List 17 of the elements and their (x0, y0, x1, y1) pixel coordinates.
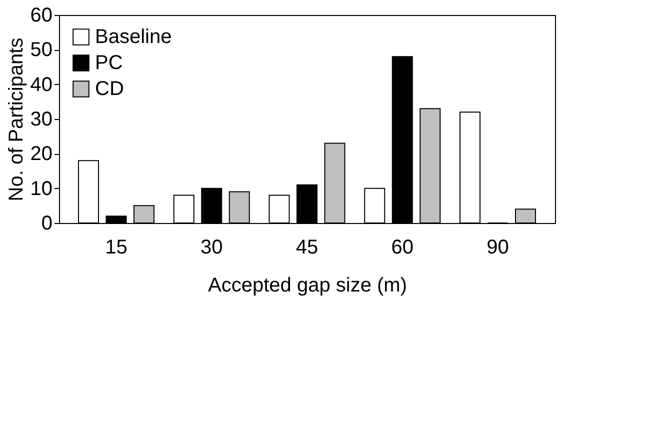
x-tick-label: 30 (200, 236, 223, 258)
y-tick-label: 0 (41, 212, 52, 234)
y-tick-label: 10 (30, 178, 52, 200)
legend-label: CD (95, 78, 124, 100)
y-axis-title: No. of Participants (5, 38, 28, 202)
y-tick-label: 40 (30, 74, 52, 96)
x-tick-label: 45 (296, 236, 318, 258)
y-tick-label: 30 (30, 108, 52, 130)
legend-label: Baseline (95, 26, 172, 48)
legend-label: PC (95, 52, 123, 74)
x-tick-label: 90 (486, 236, 509, 258)
x-tick-label: 60 (391, 236, 414, 258)
x-tick-label: 15 (105, 236, 128, 258)
y-tick-label: 60 (30, 4, 52, 26)
x-axis-title: Accepted gap size (m) (208, 274, 407, 296)
y-tick-label: 20 (30, 143, 52, 166)
y-tick-label: 50 (30, 39, 52, 62)
